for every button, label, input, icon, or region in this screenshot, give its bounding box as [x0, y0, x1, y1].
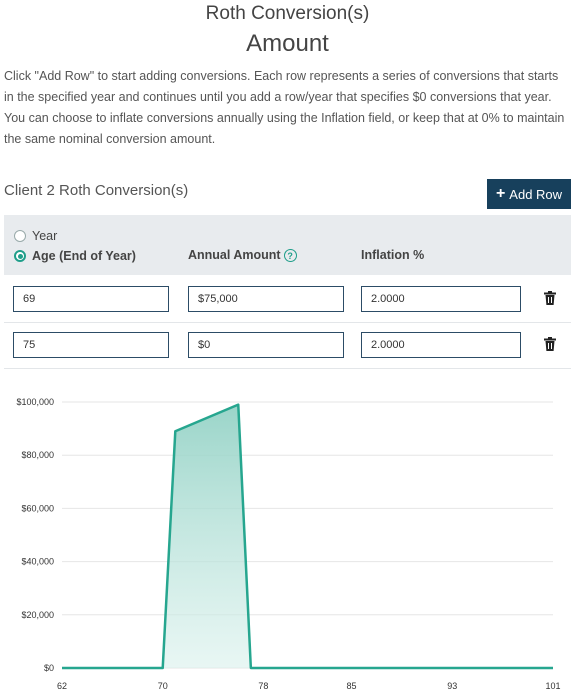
y-tick-label: $80,000	[21, 450, 54, 460]
trash-icon[interactable]	[544, 291, 556, 305]
x-tick-label: 70	[158, 681, 168, 691]
page-title-line2: Amount	[246, 30, 329, 57]
series-area	[62, 404, 553, 668]
question-circle-icon[interactable]: ?	[283, 249, 297, 263]
age-field[interactable]: 75	[13, 332, 169, 358]
page-title-line1: Roth Conversion(s)	[205, 3, 370, 24]
column-header-amount: Annual Amount?	[188, 248, 297, 263]
y-tick-label: $0	[44, 663, 54, 673]
radio-year-option[interactable]: Year	[14, 229, 57, 243]
x-tick-label: 101	[545, 681, 560, 691]
y-tick-label: $100,000	[16, 397, 54, 407]
trash-icon[interactable]	[544, 337, 556, 351]
radio-age[interactable]	[14, 250, 26, 262]
y-tick-label: $20,000	[21, 610, 54, 620]
table-header: Year Age (End of Year) Annual Amount? In…	[4, 215, 571, 275]
table-row: 69 $75,000 2.0000	[4, 276, 571, 323]
radio-age-option[interactable]: Age (End of Year)	[14, 249, 136, 263]
amount-field[interactable]: $0	[188, 332, 344, 358]
section-title: Client 2 Roth Conversion(s)	[4, 182, 189, 199]
age-field[interactable]: 69	[13, 286, 169, 312]
column-header-inflation: Inflation %	[361, 248, 425, 262]
series-line	[62, 403, 553, 670]
x-tick-label: 78	[258, 681, 268, 691]
x-tick-label: 85	[347, 681, 357, 691]
add-row-label: Add Row	[509, 186, 563, 202]
add-row-button[interactable]: + Add Row	[487, 179, 571, 209]
x-tick-label: 62	[57, 681, 67, 691]
description-text: Click "Add Row" to start adding conversi…	[4, 69, 565, 146]
conversion-chart: $0 $20,000 $40,000 $60,000 $80,000 $100,000 62…	[16, 397, 560, 691]
x-tick-label: 93	[447, 681, 457, 691]
inflation-field[interactable]: 2.0000	[361, 332, 521, 358]
radio-age-label: Age (End of Year)	[32, 249, 136, 263]
y-tick-label: $40,000	[21, 557, 54, 567]
table-row: 75 $0 2.0000	[4, 322, 571, 369]
y-tick-label: $60,000	[21, 503, 54, 513]
amount-field[interactable]: $75,000	[188, 286, 344, 312]
inflation-field[interactable]: 2.0000	[361, 286, 521, 312]
radio-year[interactable]	[14, 230, 26, 242]
radio-year-label: Year	[32, 229, 58, 243]
plus-icon: +	[495, 185, 506, 202]
